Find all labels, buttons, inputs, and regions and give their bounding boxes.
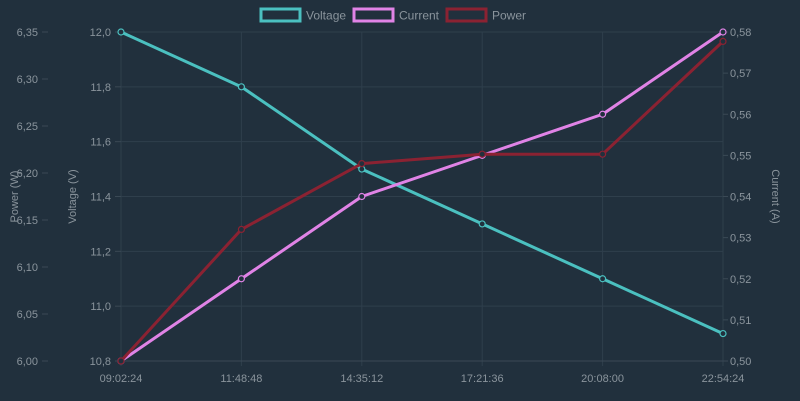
legend-swatch (352, 7, 395, 23)
x-tick-label: 20:08:00 (581, 373, 624, 385)
voltage-point[interactable] (237, 83, 245, 91)
legend-label: Current (399, 9, 440, 23)
power-tick-label: 6,15 (17, 215, 38, 227)
current-point[interactable] (358, 192, 366, 201)
voltage-point[interactable] (478, 220, 486, 228)
voltage-tick-label: 11,2 (90, 246, 111, 258)
current-tick-label: 0,50 (730, 356, 751, 368)
axis-titles: Power (W) Voltage (V) Current (A) (9, 169, 781, 223)
power-point[interactable] (598, 150, 607, 158)
x-tick-label: 09:02:24 (100, 373, 143, 385)
voltage-tick-label: 11,0 (90, 301, 111, 313)
axis-ticks: 09:02:24 11:48:48 14:35:12 17:21:36 20:08:00… (17, 27, 752, 385)
power-tick-label: 6,05 (17, 309, 38, 321)
voltage-tick-label: 11,8 (90, 82, 111, 94)
x-tick-label: 14:35:12 (340, 373, 383, 385)
voltage-tick-label: 11,6 (90, 137, 111, 149)
legend-swatch (259, 7, 302, 23)
current-axis-title: Current (A) (769, 169, 781, 223)
power-point[interactable] (719, 37, 727, 46)
power-tick-label: 6,10 (17, 262, 38, 274)
legend-item-current[interactable]: Current (352, 7, 440, 23)
x-tick-label: 11:48:48 (220, 373, 262, 385)
power-line (119, 40, 725, 363)
power-point[interactable] (358, 160, 366, 168)
current-tick-label: 0,52 (730, 274, 751, 286)
current-tick-label: 0,55 (730, 150, 751, 162)
current-tick-label: 0,57 (730, 68, 751, 80)
power-point[interactable] (237, 225, 245, 233)
x-tick-label: 17:21:36 (461, 373, 504, 385)
current-tick-label: 0,51 (730, 315, 751, 327)
voltage-line (120, 30, 724, 335)
grid-lines (120, 31, 724, 366)
current-point[interactable] (237, 275, 245, 283)
current-tick-label: 0,56 (730, 109, 751, 121)
voltage-point[interactable] (117, 28, 125, 36)
current-tick-label: 0,58 (730, 27, 751, 39)
power-tick-label: 6,35 (17, 27, 38, 39)
series-lines (117, 28, 727, 365)
current-point[interactable] (719, 28, 727, 36)
voltage-tick-label: 12,0 (90, 27, 111, 39)
power-point[interactable] (478, 150, 486, 158)
legend-label: Power (492, 9, 526, 23)
power-tick-label: 6,25 (17, 121, 38, 133)
power-tick-label: 6,00 (17, 356, 38, 368)
legend-item-power[interactable]: Power (445, 7, 526, 23)
current-line (120, 30, 724, 363)
power-tick-label: 6,30 (17, 74, 38, 86)
voltage-tick-label: 10,8 (90, 356, 111, 368)
current-tick-label: 0,53 (730, 233, 751, 245)
legend-label: Voltage (306, 9, 346, 23)
voltage-point[interactable] (719, 329, 727, 338)
current-point[interactable] (598, 110, 607, 118)
current-tick-label: 0,54 (730, 192, 751, 204)
voltage-point[interactable] (598, 275, 607, 283)
voltage-axis-title: Voltage (V) (67, 169, 79, 223)
voltage-tick-label: 11,4 (90, 192, 111, 204)
power-tick-label: 6,20 (17, 168, 38, 180)
legend-item-voltage[interactable]: Voltage (259, 7, 346, 23)
power-point[interactable] (117, 357, 125, 365)
legend-swatch (445, 7, 488, 23)
legend[interactable]: Voltage Current Power (259, 7, 526, 23)
power-axis-title: Power (W) (9, 171, 21, 223)
x-tick-label: 22:54:24 (702, 373, 745, 385)
